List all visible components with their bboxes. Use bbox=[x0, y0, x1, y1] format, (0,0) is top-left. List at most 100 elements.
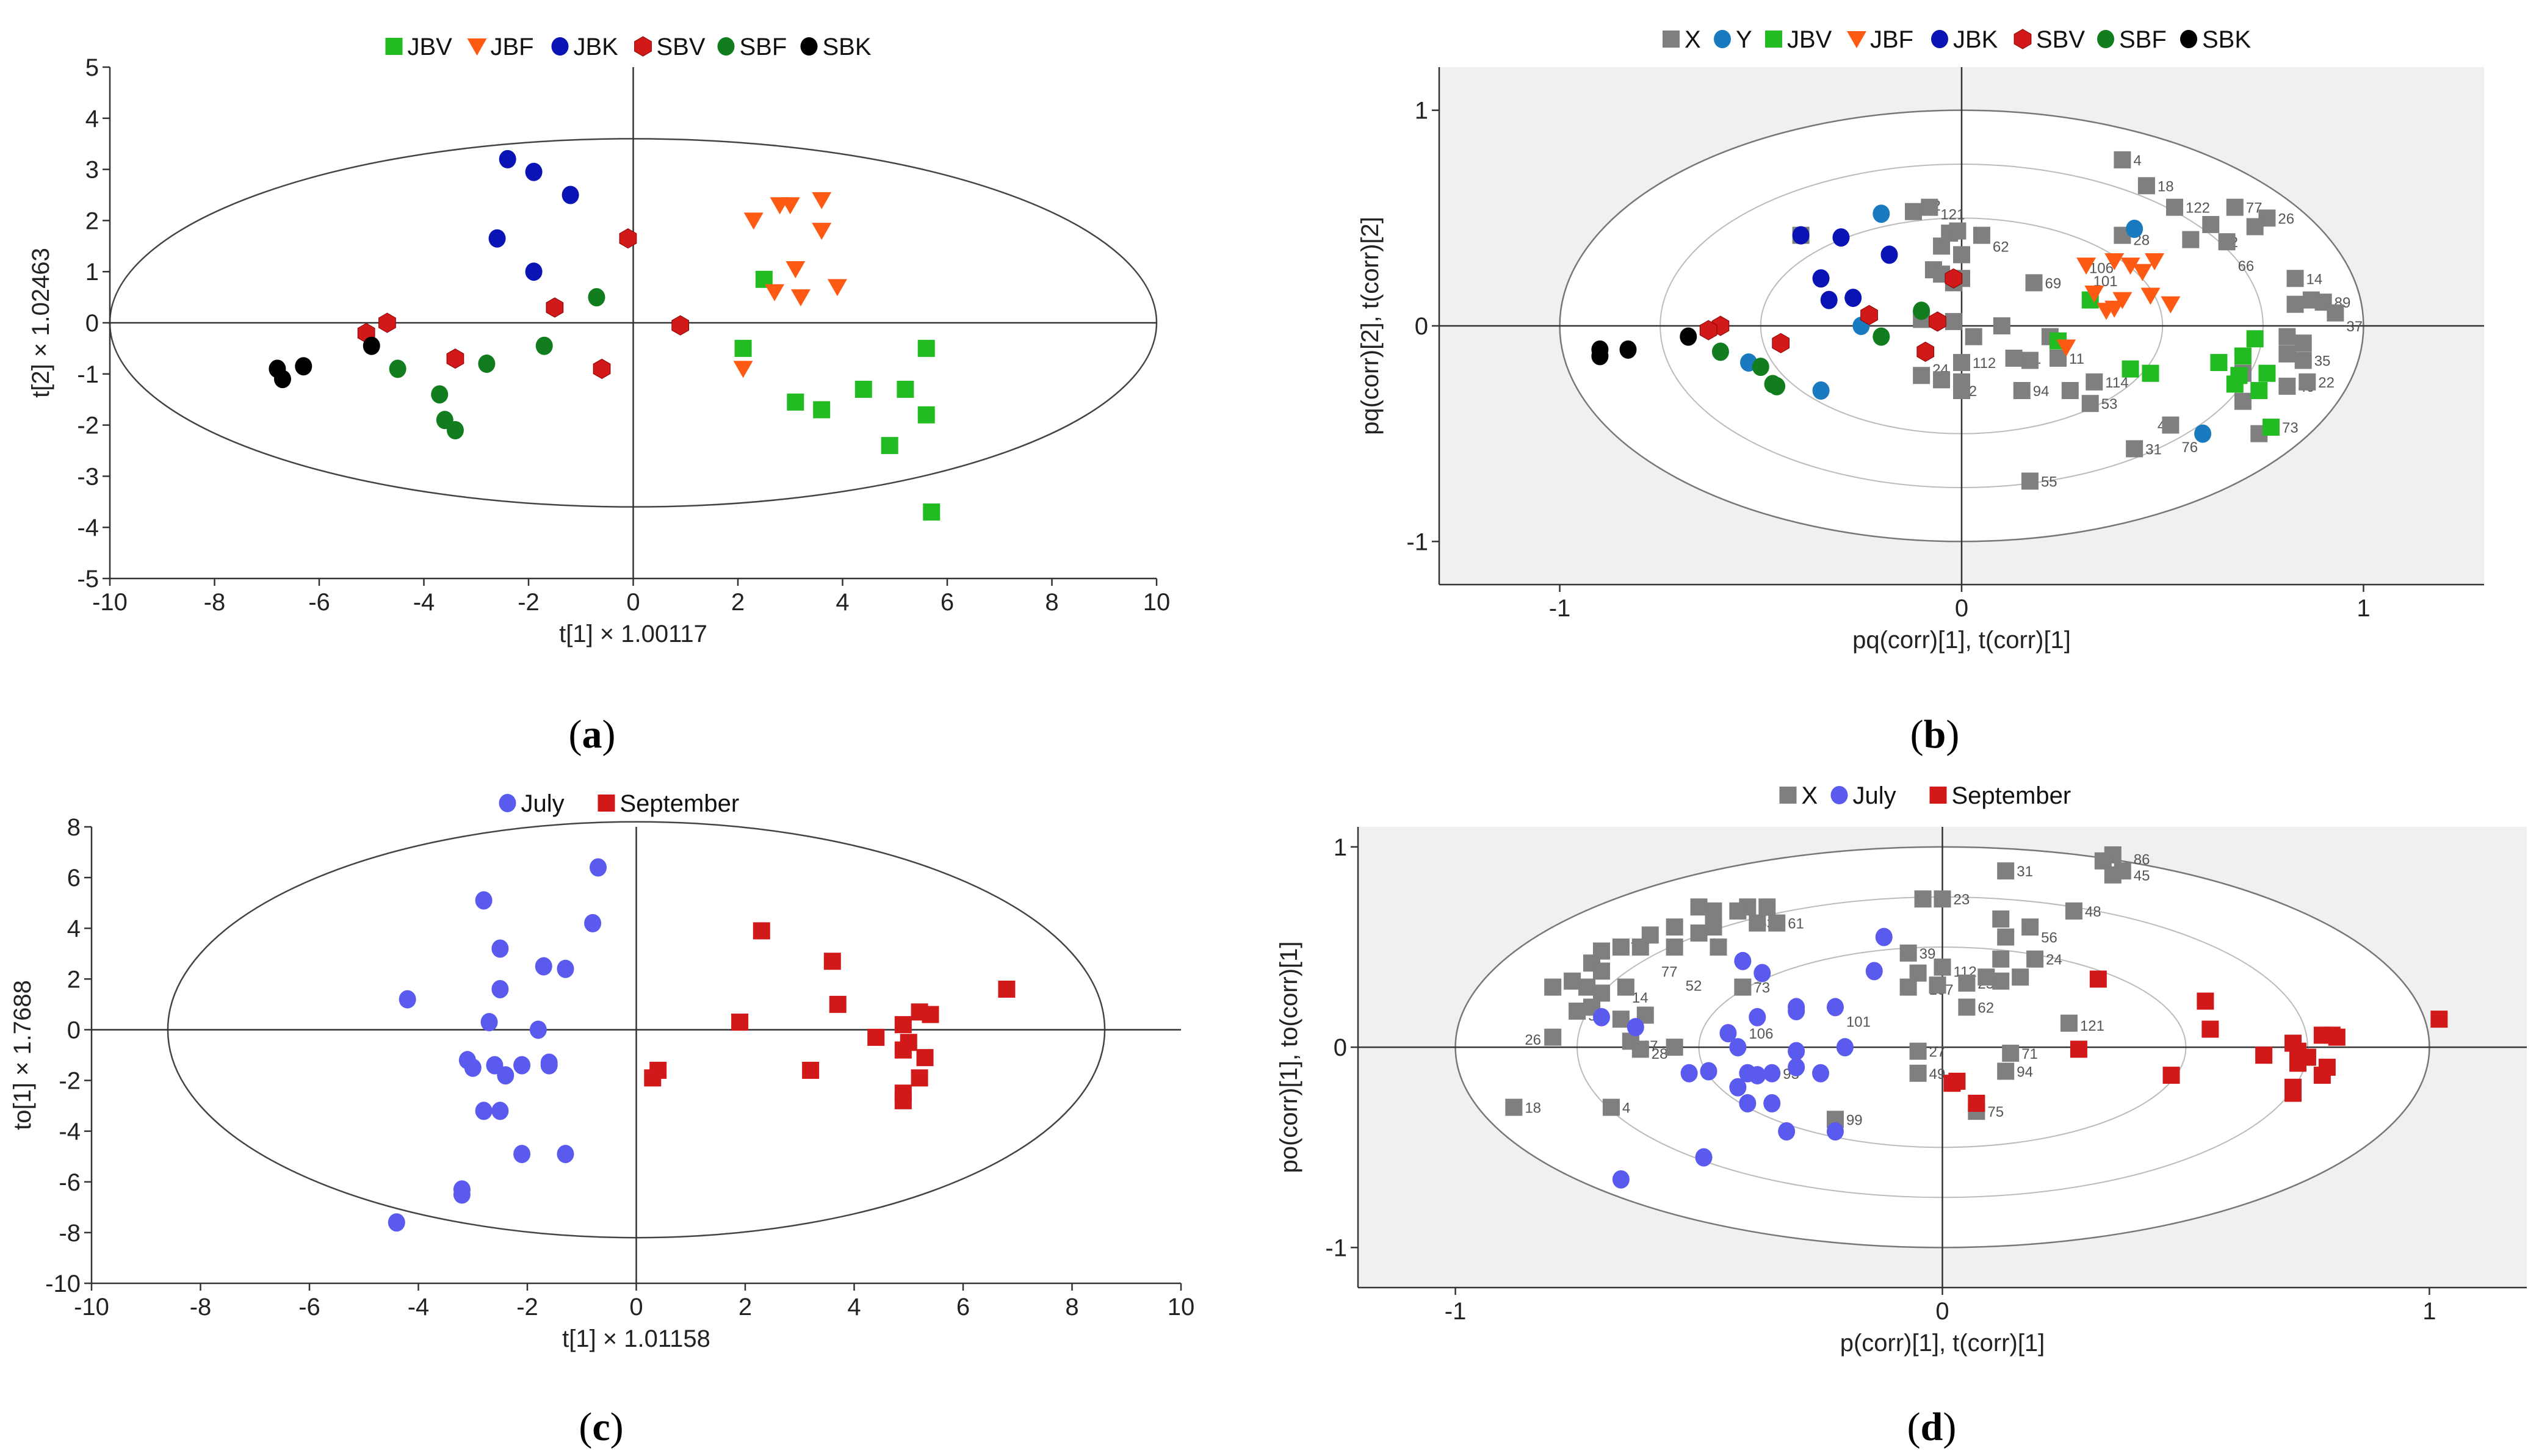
data-point bbox=[2230, 367, 2248, 384]
x-tick-label: -2 bbox=[518, 589, 540, 616]
y-tick-label: 2 bbox=[85, 207, 99, 234]
data-point bbox=[584, 914, 602, 932]
data-point bbox=[1953, 354, 1970, 372]
data-point bbox=[1729, 1038, 1747, 1057]
data-point bbox=[2002, 1044, 2020, 1062]
data-point bbox=[2197, 992, 2214, 1010]
point-label: 56 bbox=[2041, 930, 2057, 946]
data-point bbox=[446, 420, 464, 439]
legend-marker bbox=[499, 794, 516, 812]
data-point bbox=[2056, 339, 2076, 357]
data-point bbox=[1752, 358, 1769, 377]
point-label: 77 bbox=[1661, 964, 1678, 980]
point-label: 73 bbox=[1753, 980, 1770, 996]
data-point bbox=[998, 980, 1016, 998]
data-point bbox=[1792, 226, 1810, 245]
data-point bbox=[867, 1028, 885, 1046]
data-point bbox=[1749, 914, 1766, 932]
legend-marker bbox=[2097, 30, 2114, 48]
legend: July September bbox=[499, 790, 740, 817]
x-tick-label: -2 bbox=[516, 1294, 538, 1321]
y-tick-label: -4 bbox=[59, 1119, 81, 1145]
point-label: 18 bbox=[2158, 178, 2174, 195]
legend-label: SBK bbox=[2202, 26, 2251, 53]
legend-label: September bbox=[620, 790, 740, 817]
point-label: 62 bbox=[1993, 239, 2009, 255]
data-point bbox=[1934, 958, 1951, 976]
x-tick-label: 4 bbox=[847, 1294, 861, 1321]
data-point bbox=[827, 279, 847, 297]
point-label: 49 bbox=[1929, 1066, 1946, 1083]
legend-marker bbox=[1847, 31, 1866, 48]
data-point bbox=[540, 1056, 558, 1075]
data-point bbox=[2065, 902, 2082, 920]
data-point bbox=[273, 370, 291, 389]
data-point bbox=[1943, 1075, 1961, 1092]
data-point bbox=[812, 192, 832, 209]
data-point bbox=[2013, 382, 2031, 399]
data-point bbox=[535, 336, 553, 355]
data-point bbox=[1820, 290, 1838, 309]
legend-label: X bbox=[1802, 782, 1818, 809]
legend-marker bbox=[634, 36, 652, 57]
data-point bbox=[731, 1013, 749, 1031]
legend-marker bbox=[598, 795, 615, 812]
data-point bbox=[733, 361, 753, 378]
point-label: 106 bbox=[1749, 1026, 1773, 1042]
y-tick-label: 4 bbox=[85, 106, 99, 132]
y-tick-label: -1 bbox=[1325, 1234, 1347, 1261]
point-label: 55 bbox=[2041, 474, 2057, 490]
data-point bbox=[2430, 1011, 2448, 1028]
data-point bbox=[446, 348, 464, 369]
data-point bbox=[2114, 151, 2131, 168]
data-point bbox=[911, 1069, 928, 1087]
y-tick-label: 2 bbox=[67, 966, 81, 993]
data-point bbox=[295, 357, 312, 376]
data-point bbox=[1909, 1042, 1927, 1060]
data-point bbox=[2226, 198, 2244, 216]
legend-label: JBV bbox=[1787, 26, 1832, 53]
data-point bbox=[1705, 902, 1722, 920]
point-label: 18 bbox=[1525, 1100, 1541, 1117]
data-point bbox=[2005, 350, 2023, 367]
panel-caption-letter: d bbox=[1921, 1405, 1943, 1449]
data-point bbox=[2278, 328, 2296, 345]
data-point bbox=[2299, 373, 2316, 391]
data-point bbox=[1965, 328, 1982, 345]
series-july bbox=[1592, 928, 1893, 1189]
point-label: 69 bbox=[2045, 275, 2062, 292]
data-point bbox=[529, 1020, 547, 1039]
data-point bbox=[1763, 1094, 1781, 1112]
data-point bbox=[2050, 350, 2067, 367]
legend-label: SBF bbox=[2119, 26, 2167, 53]
data-point bbox=[1934, 890, 1951, 908]
data-point bbox=[2081, 395, 2099, 413]
series-september bbox=[644, 922, 1016, 1109]
data-point bbox=[1929, 311, 1946, 332]
data-point bbox=[1544, 978, 1562, 996]
data-point bbox=[1768, 914, 1786, 932]
point-label: 121 bbox=[1940, 206, 1965, 223]
point-label: 75 bbox=[1987, 1104, 2004, 1120]
data-point bbox=[734, 339, 752, 357]
point-label: 121 bbox=[2080, 1018, 2104, 1034]
data-point bbox=[2061, 382, 2079, 399]
legend-label: SBK bbox=[823, 34, 872, 60]
data-point bbox=[453, 1185, 471, 1204]
series-x bbox=[1792, 151, 2344, 490]
data-point bbox=[1873, 204, 1890, 223]
data-point bbox=[790, 289, 811, 307]
data-point bbox=[557, 1145, 574, 1164]
point-label: 76 bbox=[2181, 439, 2198, 456]
legend-label: SBV bbox=[2036, 26, 2085, 53]
data-point bbox=[2089, 970, 2107, 988]
panel-caption-letter: b bbox=[1924, 712, 1946, 757]
data-point bbox=[1968, 1095, 1985, 1112]
point-label: 71 bbox=[2021, 1046, 2038, 1062]
legend-label: JBF bbox=[491, 34, 534, 60]
data-point bbox=[765, 284, 785, 301]
data-point bbox=[2327, 304, 2344, 322]
data-point bbox=[1734, 951, 1752, 970]
data-point bbox=[1993, 317, 2010, 334]
data-point bbox=[1997, 862, 2015, 880]
